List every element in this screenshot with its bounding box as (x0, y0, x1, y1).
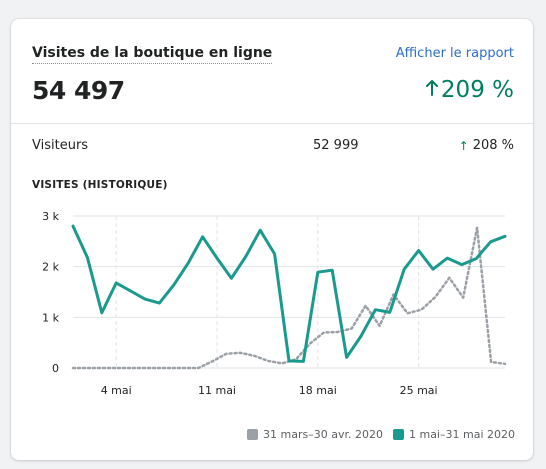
divider (11, 123, 533, 124)
visits-line-chart[interactable]: 0 1 k 2 k 3 k 4 mai 11 mai 18 mai 25 mai (11, 19, 533, 419)
total-change-value: 209 % (440, 77, 514, 103)
online-store-visits-card: Visites de la boutique en ligne Afficher… (11, 19, 533, 460)
legend-item-current[interactable]: 1 mai–31 mai 2020 (392, 428, 515, 441)
chart-legend: 31 mars–30 avr. 2020 1 mai–31 mai 2020 (247, 428, 515, 441)
total-change-badge: 209 % (425, 77, 514, 103)
arrow-up-icon: ↑ (458, 138, 469, 153)
visitors-change-value: 208 % (472, 138, 514, 153)
y-tick-label: 1 k (42, 311, 59, 324)
visitors-label: Visiteurs (32, 138, 89, 153)
legend-label-previous: 31 mars–30 avr. 2020 (263, 428, 383, 441)
legend-swatch-current (392, 429, 404, 440)
arrow-up-icon (425, 77, 439, 103)
y-tick-label: 3 k (42, 210, 59, 223)
total-visits-value: 54 497 (32, 76, 125, 105)
x-tick-label: 18 mai (299, 384, 337, 397)
view-report-link[interactable]: Afficher le rapport (395, 46, 514, 61)
series-line-current (71, 224, 507, 363)
series-line-previous (71, 226, 507, 370)
x-tick-label: 25 mai (400, 384, 438, 397)
legend-item-previous[interactable]: 31 mars–30 avr. 2020 (247, 428, 383, 441)
legend-swatch-previous (247, 429, 259, 440)
y-tick-label: 0 (52, 362, 59, 375)
card-title[interactable]: Visites de la boutique en ligne (32, 45, 273, 64)
section-title: VISITES (HISTORIQUE) (32, 179, 168, 191)
x-tick-label: 11 mai (198, 384, 236, 397)
visitors-value: 52 999 (313, 138, 359, 153)
y-tick-label: 2 k (42, 261, 59, 274)
x-tick-label: 4 mai (101, 384, 132, 397)
visitors-change: ↑ 208 % (459, 138, 514, 153)
legend-label-current: 1 mai–31 mai 2020 (408, 428, 515, 441)
